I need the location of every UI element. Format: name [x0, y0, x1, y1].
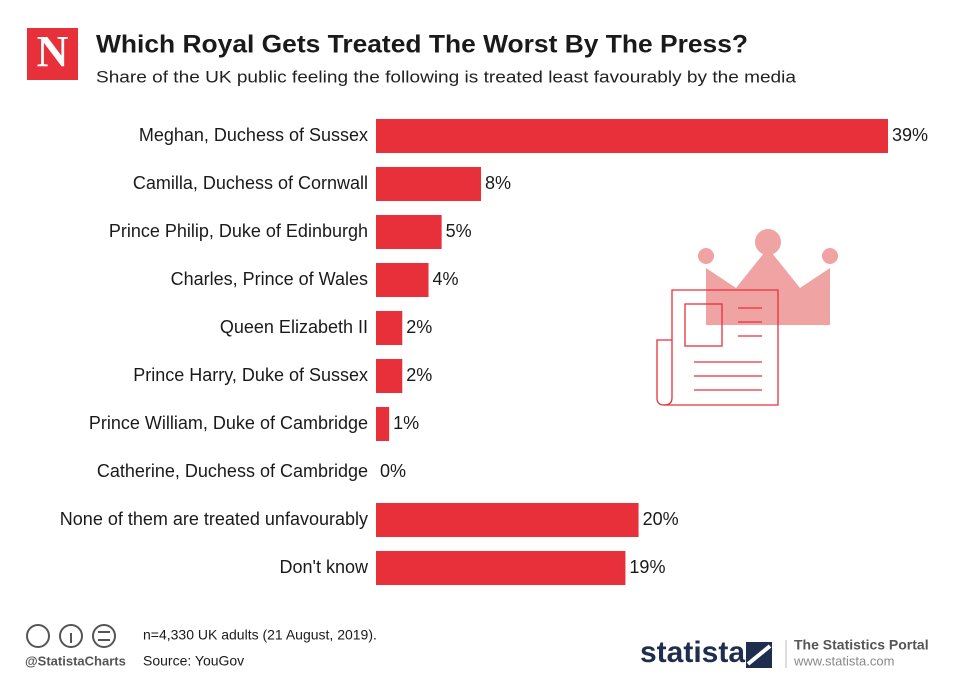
footer-icons [26, 624, 116, 648]
bar [376, 119, 888, 153]
value-label: 5% [446, 221, 472, 241]
category-label: None of them are treated unfavourably [60, 509, 368, 529]
value-label: 1% [393, 413, 419, 433]
source: Source: YouGov [143, 653, 244, 669]
value-label: 8% [485, 173, 511, 193]
value-label: 0% [380, 461, 406, 481]
chart-subtitle: Share of the UK public feeling the follo… [96, 67, 797, 86]
decor-icon [656, 229, 838, 406]
bar [376, 359, 403, 393]
value-label: 39% [892, 125, 928, 145]
bar [376, 407, 390, 441]
category-label: Camilla, Duchess of Cornwall [133, 173, 368, 193]
category-label: Prince Philip, Duke of Edinburgh [109, 221, 368, 241]
category-label: Don't know [280, 557, 369, 577]
bar [376, 503, 639, 537]
chart-title: Which Royal Gets Treated The Worst By Th… [96, 31, 748, 59]
bar [376, 311, 403, 345]
statista-logo: statista [640, 636, 745, 669]
category-label: Meghan, Duchess of Sussex [139, 125, 368, 145]
logo: N [37, 27, 69, 76]
url: www.statista.com [793, 653, 894, 668]
category-label: Prince William, Duke of Cambridge [89, 413, 368, 433]
category-label: Prince Harry, Duke of Sussex [133, 365, 368, 385]
value-label: 2% [406, 317, 432, 337]
bar [376, 263, 429, 297]
note: n=4,330 UK adults (21 August, 2019). [143, 627, 377, 643]
category-label: Catherine, Duchess of Cambridge [97, 461, 368, 481]
bar [376, 215, 442, 249]
bar [376, 551, 626, 585]
category-label: Charles, Prince of Wales [171, 269, 368, 289]
value-label: 19% [629, 557, 665, 577]
logo-box [27, 28, 78, 80]
bar [376, 167, 482, 201]
value-label: 4% [433, 269, 459, 289]
portal: The Statistics Portal [794, 637, 929, 653]
statista-mark-stroke [746, 644, 772, 666]
handle: @StatistaCharts [25, 653, 126, 668]
category-label: Queen Elizabeth II [220, 317, 368, 337]
value-label: 20% [643, 509, 679, 529]
value-label: 2% [406, 365, 432, 385]
